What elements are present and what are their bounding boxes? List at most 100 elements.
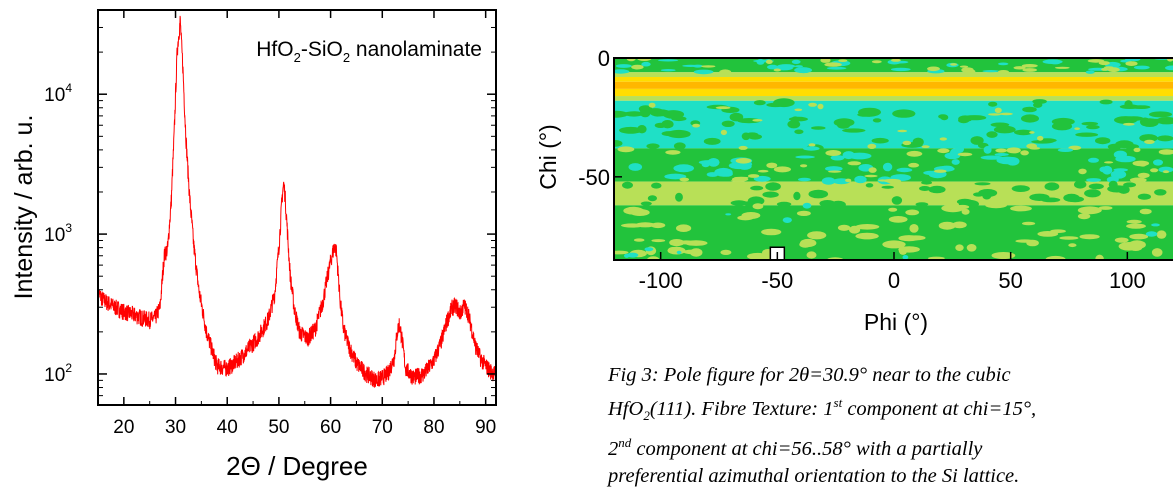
pole-texture-blob [794,129,804,135]
pole-texture-blob [644,247,654,252]
xrd-y-tick-label: 103 [44,221,72,246]
pole-texture-blob [1145,231,1158,237]
pole-band-yellow [614,77,1173,82]
pole-texture-blob [808,102,817,107]
pole-texture-blob [982,192,992,200]
pole-texture-blob [1150,168,1159,173]
pole-texture-blob [825,166,843,172]
pole-texture-blob [1102,165,1113,175]
pole-texture-blob [951,159,960,165]
pole-texture-blob [614,250,629,255]
pole-texture-blob [855,224,880,230]
pole-texture-blob [906,150,923,157]
pole-band-orange [614,81,1173,89]
pole-texture-blob [721,120,735,128]
pole-texture-blob [762,191,779,198]
pole-texture-blob [1029,193,1050,201]
pole-texture-blob [864,174,878,178]
pole-texture-blob [902,254,909,260]
pole-texture-blob [1139,164,1146,167]
pole-texture-blob [651,239,666,243]
pole-texture-blob [867,143,877,149]
pole-texture-blob [614,140,623,147]
pole-texture-blob [614,69,630,74]
pole-texture-blob [849,225,861,234]
pole-texture-blob [1045,255,1066,260]
pole-texture-blob [1129,233,1149,240]
pole-texture-blob [807,231,827,240]
xrd-plot-frame [97,9,497,406]
pole-texture-blob [1022,106,1037,113]
pole-texture-blob [1123,116,1144,121]
pole-texture-blob [641,61,651,67]
pole-texture-blob [896,167,913,173]
pole-texture-blob [673,142,686,150]
pole-texture-blob [1037,135,1044,141]
caption-line-3: 2nd component at chi=56..58° with a part… [608,434,983,460]
pole-texture-blob [919,186,931,191]
pole-texture-blob [1086,125,1100,130]
pole-texture-blob [753,175,771,182]
pole-y-tick-label: 0 [598,46,610,71]
xrd-y-tick-label: 102 [44,361,72,386]
pole-texture-blob [1075,132,1099,137]
pole-texture-blob [847,152,872,160]
pole-texture-blob [1021,64,1038,68]
pole-texture-blob [994,127,1011,132]
pole-texture-blob [766,162,778,169]
pole-texture-blob [1130,105,1151,109]
pole-texture-blob [961,208,970,215]
pole-texture-blob [1125,61,1138,66]
xrd-x-tick-label: 60 [320,417,341,438]
xrd-y-tick-label: 104 [44,81,72,106]
pole-texture-blob [1151,223,1160,227]
pole-x-tick-label: 0 [888,268,900,293]
pole-texture-blob [923,170,939,175]
pole-texture-blob [826,66,847,70]
pole-texture-blob [1059,236,1079,240]
pole-texture-blob [1154,189,1167,196]
pole-texture-blob [955,244,964,251]
pole-texture-blob [1129,177,1147,183]
pole-texture-blob [855,232,879,240]
pole-texture-blob [915,202,929,207]
pole-texture-blob [1151,248,1163,257]
pole-texture-blob [1106,176,1119,183]
pole-x-tick-label: 50 [998,268,1022,293]
pole-texture-blob [752,203,764,210]
pole-texture-blob [719,69,732,75]
pole-texture-blob [795,155,815,159]
pole-texture-blob [1128,243,1143,251]
pole-texture-blob [796,210,811,216]
pole-texture-blob [1114,237,1129,243]
pole-texture-blob [624,111,644,117]
pole-texture-blob [1077,206,1102,215]
pole-texture-blob [615,64,632,68]
pole-texture-blob [921,180,933,185]
pole-texture-blob [1139,208,1152,215]
xrd-x-tick-label: 20 [113,417,134,438]
pole-texture-blob [1126,223,1146,229]
xrd-x-tick-label: 70 [372,417,393,438]
pole-texture-blob [955,145,964,153]
pole-texture-blob [952,221,967,229]
pole-texture-blob [730,179,746,182]
xrd-x-tick-label: 90 [475,417,496,438]
pole-texture-blob [661,120,674,129]
pole-texture-blob [753,100,766,106]
xrd-x-tick-label: 40 [217,417,238,438]
pole-texture-blob [773,166,792,173]
pole-texture-blob [820,58,831,63]
pole-texture-blob [676,224,692,232]
pole-texture-blob [1099,99,1113,105]
pole-texture-blob [614,110,628,118]
pole-texture-blob [808,143,816,147]
pole-texture-blob [1079,234,1100,240]
pole-texture-blob [833,118,855,127]
pole-texture-blob [905,209,920,216]
pole-texture-blob [890,67,911,72]
pole-texture-blob [830,155,845,161]
pole-texture-blob [983,146,992,154]
xrd-y-axis-label: Intensity / arb. u. [10,115,38,300]
pole-texture-blob [1158,166,1173,173]
